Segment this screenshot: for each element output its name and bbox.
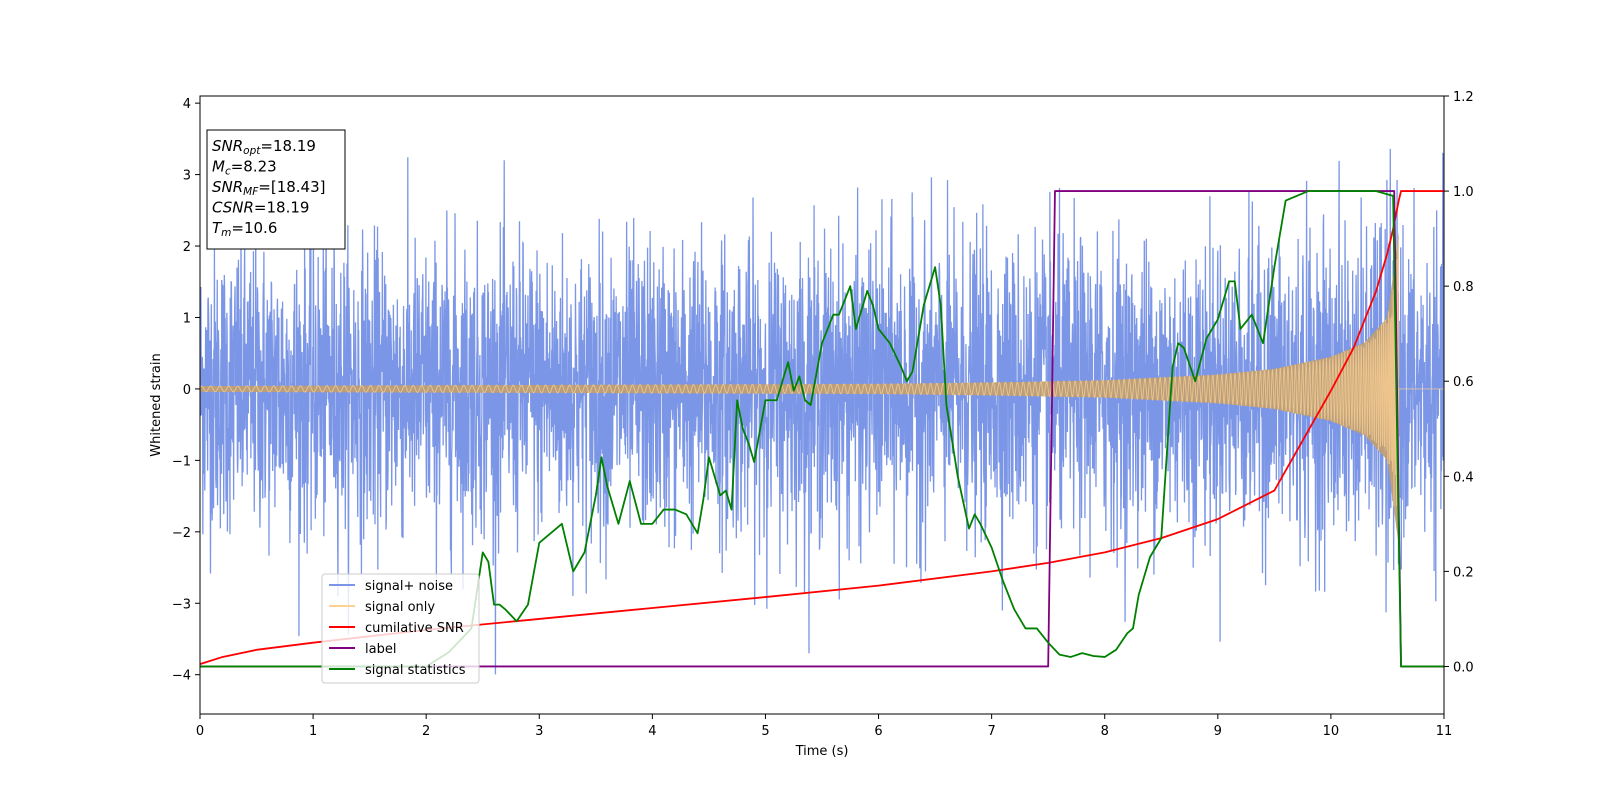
info-box-line: CSNR=18.19 [212,199,309,217]
x-tick-label: 8 [1101,724,1109,739]
x-tick-label: 11 [1436,724,1453,739]
x-tick-label: 5 [761,724,769,739]
y-axis-left: 4 3 2 1 0 −1 −2 −3 −4 [172,97,200,684]
y-tick-label-right: 0.2 [1453,565,1474,580]
info-box-frame [206,129,346,250]
y-tick-label-left: 1 [183,311,191,326]
info-box: SNRopt=18.19Mc=8.23SNRMF=[18.43]CSNR=18.… [206,129,346,250]
legend-entry: signal only [365,600,435,615]
y-tick-label-left: 0 [183,383,191,398]
x-tick-label: 10 [1323,724,1340,739]
y-tick-label-right: 1.0 [1453,185,1474,200]
y-tick-label-right: 0.0 [1453,660,1474,675]
y-tick-label-right: 1.2 [1453,90,1474,105]
y-tick-label-left: 2 [183,240,191,255]
x-tick-label: 2 [422,724,430,739]
y-tick-label-right: 0.4 [1453,470,1474,485]
legend-entry: signal+ noise [365,579,453,594]
legend-entry: signal statistics [365,663,466,678]
y-tick-label-left: −2 [172,526,191,541]
y-tick-label-left: −1 [172,454,191,469]
x-axis-label: Time (s) [795,744,849,759]
y-tick-label-left: −3 [172,597,191,612]
legend: signal+ noise signal only cumilative SNR la… [321,573,480,684]
y-tick-label-left: 3 [183,169,191,184]
y-axis-right: 1.2 1.0 0.8 0.6 0.4 0.2 0.0 [1444,90,1474,675]
x-tick-label: 1 [309,724,317,739]
y-tick-label-right: 0.8 [1453,280,1474,295]
info-box-line: SNRopt=18.19 [212,137,316,157]
legend-entry: label [365,642,396,657]
axes-frame [199,95,1445,715]
series-signal-only-line [200,238,1444,524]
info-box-line: Mc=8.23 [212,158,277,178]
y-axis-label-left: Whitened strain [149,353,164,456]
series-signal-statistics-line [200,190,1444,668]
legend-frame [321,573,480,684]
legend-entry: cumilative SNR [365,621,464,636]
y-tick-label-left: 4 [183,97,191,112]
x-tick-label: 4 [648,724,656,739]
x-tick-label: 7 [987,724,995,739]
series-signal-only-envelope [200,231,1399,547]
x-tick-label: 6 [874,724,882,739]
y-tick-label-right: 0.6 [1453,375,1474,390]
x-axis: 0 1 2 3 4 5 6 7 8 9 10 11 [196,714,1452,739]
info-box-line: SNRMF=[18.43] [212,178,326,198]
x-tick-label: 0 [196,724,204,739]
x-tick-label: 9 [1214,724,1222,739]
y-tick-label-left: −4 [172,669,191,684]
info-box-line: Tm=10.6 [212,219,277,239]
x-tick-label: 3 [535,724,543,739]
